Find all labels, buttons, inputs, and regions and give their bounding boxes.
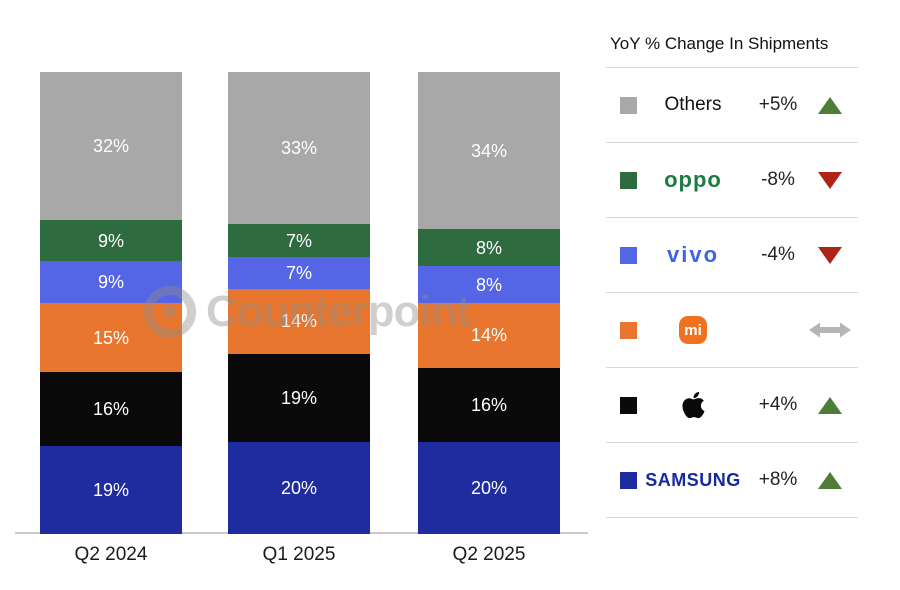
segment-value-label: 9%	[97, 272, 124, 293]
segment-value-label: 7%	[285, 230, 312, 251]
xiaomi-mi-logo-icon: mi	[679, 316, 707, 344]
legend-swatch	[620, 396, 637, 414]
up-triangle-icon	[818, 396, 842, 414]
segment-value-label: 20%	[280, 477, 318, 498]
legend-rows: Others +5% oppo -8% vivo -4% mi +4% SAMSUNG +8%	[606, 67, 858, 518]
segment-value-label: 9%	[97, 230, 124, 251]
bar-segment-others: 34%	[418, 72, 560, 230]
segment-value-label: 15%	[92, 327, 130, 348]
legend-swatch	[620, 321, 637, 339]
bar-segment-others: 33%	[228, 72, 370, 225]
segment-value-label: 34%	[470, 140, 508, 161]
segment-value-label: 14%	[470, 325, 508, 346]
trend-flat-icon	[807, 321, 853, 339]
trend-down-icon	[807, 246, 853, 264]
bar-segment-oppo: 8%	[418, 229, 560, 267]
bar-segment-vivo: 8%	[418, 266, 560, 303]
legend-row-samsung: SAMSUNG +8%	[606, 442, 858, 518]
samsung-logo-text: SAMSUNG	[645, 469, 741, 490]
segment-value-label: 32%	[92, 135, 130, 156]
legend-row-xiaomi: mi	[606, 292, 858, 367]
bar-segment-samsung: 20%	[418, 441, 560, 534]
segment-value-label: 19%	[92, 480, 130, 501]
segment-value-label: 33%	[280, 138, 318, 159]
segment-value-label: 14%	[280, 311, 318, 332]
segment-value-label: 20%	[470, 477, 508, 498]
legend-row-vivo: vivo -4%	[606, 217, 858, 292]
bar-segment-oppo: 9%	[40, 219, 182, 262]
up-triangle-icon	[818, 96, 842, 114]
xiaomi-logo: mi	[637, 316, 749, 344]
legend-swatch	[620, 471, 637, 489]
up-triangle-icon	[818, 471, 842, 489]
x-axis-label: Q2 2025	[452, 544, 526, 565]
x-axis-label: Q2 2024	[74, 544, 148, 565]
legend-swatch	[620, 96, 637, 114]
stacked-bar: 33% 7% 7% 14% 19% 20%	[228, 72, 370, 534]
others-logo: Others	[637, 94, 749, 116]
yoy-change-value: +5%	[758, 94, 798, 115]
others-logo-text: Others	[664, 94, 722, 115]
trend-up-icon	[807, 96, 853, 114]
trend-down-icon	[807, 171, 853, 189]
apple-logo	[637, 390, 749, 420]
bar-segment-apple: 16%	[40, 372, 182, 447]
segment-value-label: 19%	[280, 387, 318, 408]
bar-segment-oppo: 7%	[228, 224, 370, 257]
stacked-bar: 34% 8% 8% 14% 16% 20%	[418, 72, 560, 534]
samsung-logo: SAMSUNG	[637, 470, 749, 491]
yoy-change-value: -4%	[761, 244, 795, 265]
down-triangle-icon	[818, 246, 842, 264]
bar-segment-others: 32%	[40, 72, 182, 220]
vivo-logo: vivo	[637, 242, 749, 268]
bar-segment-xiaomi: 14%	[228, 289, 370, 354]
apple-logo-icon	[681, 391, 705, 419]
segment-value-label: 8%	[475, 237, 502, 258]
legend-row-others: Others +5%	[606, 67, 858, 142]
legend-swatch	[620, 246, 637, 264]
segment-value-label: 7%	[285, 262, 312, 283]
segment-value-label: 16%	[92, 399, 130, 420]
flat-double-arrow-icon	[809, 322, 851, 338]
legend-title: YoY % Change In Shipments	[610, 34, 829, 53]
segment-value-label: 8%	[475, 274, 502, 295]
yoy-change-value: +8%	[758, 469, 798, 490]
bar-segment-samsung: 20%	[228, 441, 370, 534]
bar-segment-vivo: 7%	[228, 256, 370, 290]
legend-row-apple: +4%	[606, 367, 858, 442]
yoy-change-value: +4%	[758, 394, 798, 415]
legend-swatch	[620, 171, 637, 189]
trend-up-icon	[807, 471, 853, 489]
bar-segment-apple: 19%	[228, 353, 370, 442]
bar-segment-xiaomi: 14%	[418, 302, 560, 368]
x-axis-label: Q1 2025	[262, 544, 336, 565]
bar-segment-apple: 16%	[418, 367, 560, 442]
trend-up-icon	[807, 396, 853, 414]
legend-panel: YoY % Change In Shipments Others +5% oppo -…	[606, 28, 858, 518]
oppo-logo-text: oppo	[664, 167, 722, 192]
down-triangle-icon	[818, 171, 842, 189]
segment-value-label: 16%	[470, 394, 508, 415]
bar-segment-xiaomi: 15%	[40, 302, 182, 373]
bar-segment-samsung: 19%	[40, 446, 182, 534]
stacked-bar: 32% 9% 9% 15% 16% 19%	[40, 72, 182, 534]
oppo-logo: oppo	[637, 167, 749, 193]
bar-segment-vivo: 9%	[40, 261, 182, 303]
vivo-logo-text: vivo	[666, 242, 720, 267]
legend-row-oppo: oppo -8%	[606, 142, 858, 217]
yoy-change-value: -8%	[761, 169, 795, 190]
